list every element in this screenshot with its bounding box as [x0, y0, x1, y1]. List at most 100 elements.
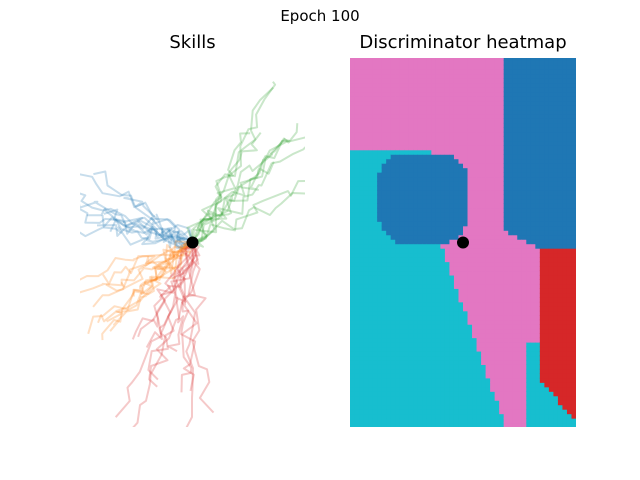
heatmap-cell [485, 355, 491, 361]
heatmap-cell [517, 248, 523, 254]
heatmap-cell [526, 203, 532, 209]
heatmap-cell [413, 163, 419, 169]
heatmap-cell [386, 64, 392, 70]
heatmap-cell [368, 118, 374, 124]
heatmap-cell [526, 185, 532, 191]
heatmap-cell [440, 265, 446, 272]
heatmap-cell [404, 221, 410, 227]
heatmap-cell [440, 207, 446, 213]
heatmap-cell [417, 60, 423, 66]
heatmap-cell [350, 136, 356, 142]
heatmap-cell [444, 64, 451, 70]
heatmap-cell [444, 118, 451, 124]
heatmap-cell [350, 167, 356, 173]
heatmap-cell [481, 216, 487, 222]
heatmap-cell [399, 391, 405, 397]
heatmap-cell [458, 319, 464, 325]
heatmap-cell [521, 342, 527, 348]
heatmap-cell [481, 418, 487, 424]
heatmap-cell [467, 346, 473, 352]
heatmap-cell [508, 386, 514, 392]
heatmap-cell [467, 176, 473, 182]
heatmap-cell [458, 328, 464, 334]
heatmap-cell [417, 324, 423, 330]
heatmap-cell [517, 194, 523, 200]
heatmap-cell [413, 149, 419, 155]
heatmap-cell [562, 127, 568, 133]
heatmap-cell [399, 136, 405, 142]
heatmap-cell [395, 158, 401, 164]
heatmap-cell [494, 274, 500, 280]
heatmap-cell [458, 283, 464, 289]
heatmap-cell [372, 391, 378, 397]
heatmap-cell [544, 337, 550, 343]
heatmap-cell [417, 100, 423, 106]
heatmap-cell [413, 127, 419, 133]
heatmap-cell [557, 64, 564, 70]
heatmap-cell [453, 73, 460, 79]
heatmap-cell [562, 198, 568, 204]
heatmap-cell [395, 306, 401, 312]
heatmap-cell [530, 319, 536, 325]
heatmap-cell [368, 328, 374, 334]
heatmap-cell [548, 198, 554, 204]
heatmap-cell [544, 333, 550, 339]
heatmap-cell [535, 279, 541, 285]
heatmap-cell [490, 409, 496, 415]
heatmap-cell [544, 306, 550, 312]
heatmap-cell [377, 342, 383, 348]
heatmap-cell [557, 230, 564, 236]
heatmap-cell [453, 91, 460, 97]
heatmap-cell [553, 239, 559, 245]
heatmap-cell [377, 382, 383, 388]
heatmap-cell [526, 154, 532, 160]
heatmap-cell [512, 283, 518, 289]
heatmap-cell [386, 60, 392, 66]
heatmap-cell [386, 306, 392, 312]
heatmap-cell [521, 288, 527, 294]
heatmap-cell [368, 359, 374, 365]
heatmap-cell [494, 355, 500, 361]
heatmap-cell [517, 333, 523, 339]
heatmap-cell [571, 297, 576, 303]
heatmap-cell [472, 382, 478, 388]
heatmap-cell [494, 315, 500, 321]
heatmap-cell [472, 265, 478, 272]
heatmap-cell [426, 203, 432, 209]
heatmap-cell [417, 167, 423, 173]
heatmap-cell [476, 122, 482, 128]
heatmap-cell [399, 342, 405, 348]
heatmap-cell [557, 279, 564, 285]
heatmap-cell [372, 136, 378, 142]
heatmap-cell [440, 409, 446, 415]
heatmap-cell [539, 400, 545, 406]
heatmap-cell [499, 176, 505, 182]
heatmap-cell [431, 274, 437, 280]
heatmap-cell [449, 243, 455, 249]
heatmap-cell [431, 368, 437, 374]
heatmap-cell [395, 404, 401, 410]
heatmap-cell [354, 265, 360, 272]
heatmap-cell [503, 225, 509, 231]
heatmap-cell [413, 203, 419, 209]
heatmap-cell [453, 270, 460, 276]
heatmap-cell [517, 234, 523, 240]
heatmap-cell [476, 355, 482, 361]
heatmap-cell [544, 386, 550, 392]
heatmap-cell [354, 154, 360, 160]
heatmap-cell [521, 189, 527, 196]
heatmap-cell [463, 225, 469, 231]
heatmap-cell [571, 350, 576, 357]
skill-trajectory-0-8 [80, 173, 194, 243]
heatmap-cell [386, 203, 392, 209]
heatmap-cell [553, 418, 559, 424]
heatmap-cell [417, 328, 423, 334]
heatmap-cell [444, 82, 451, 88]
heatmap-cell [390, 122, 396, 128]
heatmap-cell [499, 243, 505, 249]
heatmap-cell [548, 181, 554, 187]
heatmap-cell [354, 176, 360, 182]
heatmap-cell [508, 364, 514, 370]
heatmap-cell [526, 234, 532, 240]
heatmap-cell [386, 104, 392, 111]
